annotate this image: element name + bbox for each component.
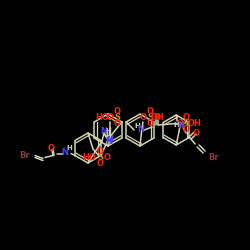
Text: O: O — [154, 112, 161, 122]
Text: O: O — [146, 108, 154, 116]
Text: HO: HO — [95, 114, 109, 122]
Text: Br: Br — [20, 151, 30, 160]
Text: O: O — [96, 148, 103, 156]
Text: Br: Br — [208, 154, 218, 162]
Text: S: S — [97, 154, 103, 162]
Text: O: O — [114, 120, 120, 128]
Text: H: H — [66, 146, 72, 152]
Text: N: N — [62, 148, 68, 157]
Text: N: N — [138, 126, 145, 134]
Text: O: O — [140, 114, 146, 122]
Text: O: O — [146, 120, 154, 128]
Text: OH: OH — [187, 118, 201, 128]
Text: H: H — [105, 128, 111, 134]
Text: O: O — [183, 124, 190, 134]
Text: N: N — [178, 120, 185, 130]
Text: S: S — [114, 114, 120, 122]
Text: O: O — [48, 144, 54, 153]
Text: O: O — [177, 118, 184, 128]
Text: O: O — [193, 130, 200, 138]
Text: OH: OH — [151, 114, 165, 122]
Text: O: O — [96, 160, 103, 168]
Text: H: H — [173, 122, 179, 128]
Text: S: S — [183, 118, 189, 128]
Text: N: N — [100, 126, 107, 136]
Text: N: N — [106, 136, 114, 144]
Text: O: O — [183, 112, 190, 122]
Text: H: H — [106, 133, 111, 139]
Text: O: O — [104, 154, 110, 162]
Text: H: H — [134, 123, 140, 129]
Text: O: O — [114, 108, 120, 116]
Text: HO: HO — [82, 154, 96, 162]
Text: N: N — [105, 137, 112, 146]
Text: S: S — [147, 114, 153, 122]
Text: O: O — [106, 114, 114, 122]
